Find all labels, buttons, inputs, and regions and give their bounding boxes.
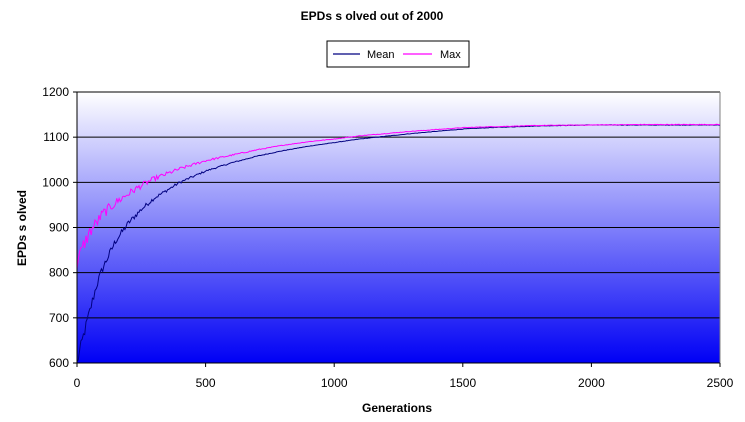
y-tick-label: 900 bbox=[49, 221, 69, 235]
legend-label-max: Max bbox=[440, 49, 461, 61]
x-tick-label: 1500 bbox=[449, 376, 476, 390]
y-tick-label: 1200 bbox=[42, 85, 69, 99]
grid-lines bbox=[77, 91, 721, 363]
series-line-max bbox=[76, 123, 721, 269]
y-axis-title: EPDs s olved bbox=[15, 190, 29, 266]
series-lines bbox=[76, 123, 721, 362]
x-tick-label: 1000 bbox=[321, 376, 348, 390]
x-axis-title: Generations bbox=[362, 401, 432, 415]
x-tick-labels: 0 500 1000 1500 2000 2500 bbox=[74, 363, 734, 390]
legend: Mean Max bbox=[326, 40, 470, 68]
y-tick-label: 700 bbox=[49, 311, 69, 325]
chart-title: EPDs s olved out of 2000 bbox=[301, 9, 444, 23]
y-tick-label: 600 bbox=[49, 356, 69, 370]
y-tick-label: 1100 bbox=[43, 130, 69, 144]
y-tick-label: 800 bbox=[49, 266, 69, 280]
y-tick-labels: 600 700 800 900 1000 1100 1200 bbox=[42, 85, 77, 370]
x-tick-label: 0 bbox=[74, 376, 81, 390]
x-tick-label: 500 bbox=[196, 376, 216, 390]
legend-label-mean: Mean bbox=[367, 49, 395, 61]
x-tick-label: 2000 bbox=[578, 376, 605, 390]
y-tick-label: 1000 bbox=[42, 175, 69, 189]
x-tick-label: 2500 bbox=[707, 376, 734, 390]
